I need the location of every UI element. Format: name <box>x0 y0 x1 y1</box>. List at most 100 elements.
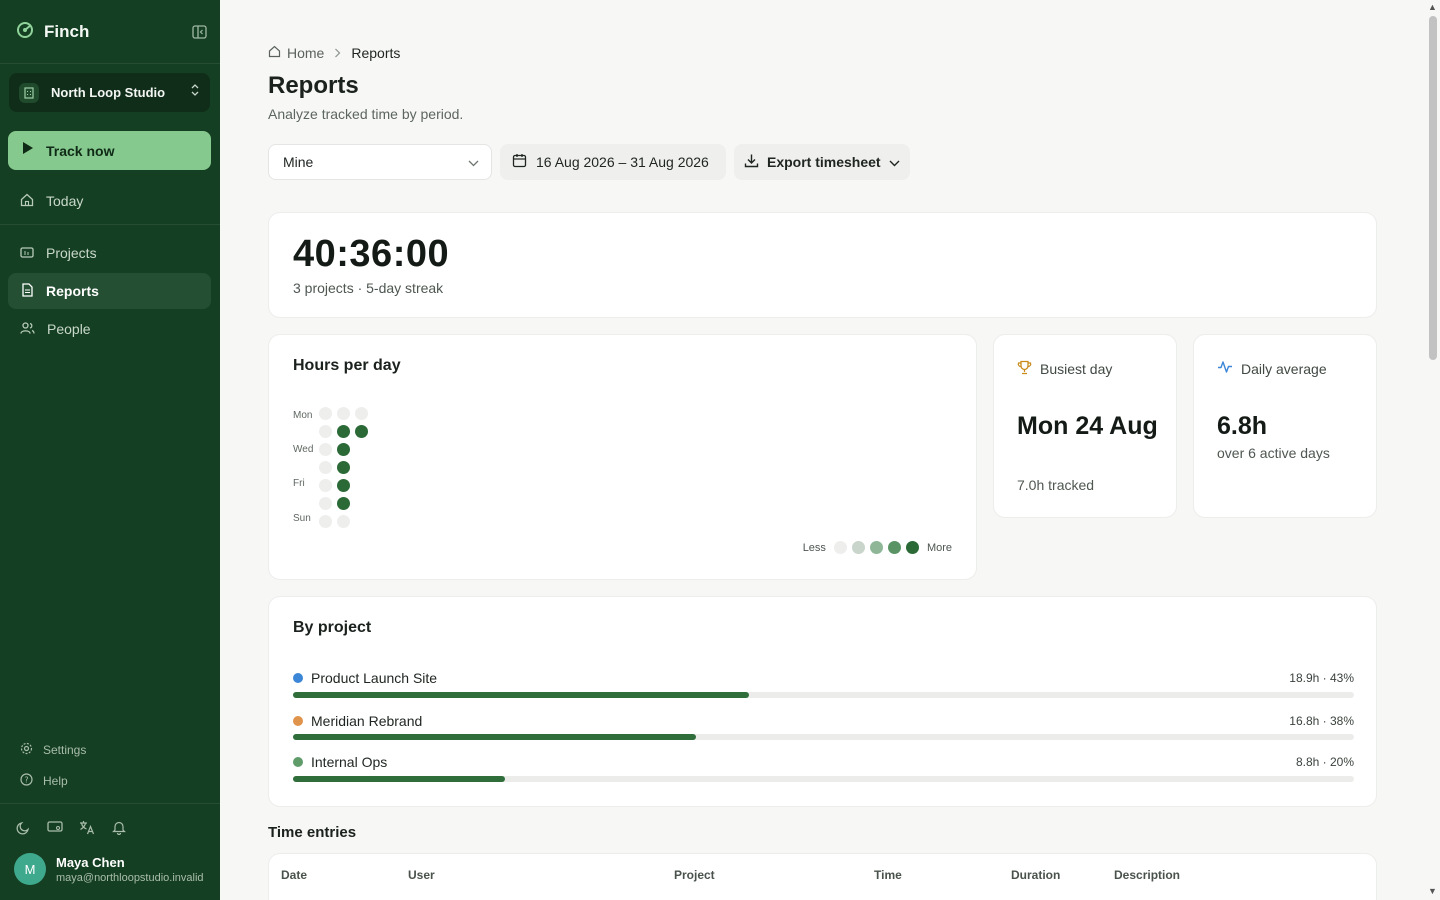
brand[interactable]: Finch <box>16 20 89 44</box>
workspace-name: North Loop Studio <box>51 85 166 100</box>
column-header-duration[interactable]: Duration <box>1011 868 1061 882</box>
column-header-user[interactable]: User <box>408 868 435 882</box>
scope-select-value: Mine <box>283 154 314 170</box>
trophy-icon <box>1017 360 1032 378</box>
column-header-description[interactable]: Description <box>1114 868 1181 882</box>
heatmap-cell[interactable] <box>319 479 332 492</box>
project-bar-fill <box>293 692 750 698</box>
help-icon: ? <box>20 773 33 789</box>
heatmap-cell[interactable] <box>355 407 368 420</box>
avatar: M <box>14 853 46 885</box>
user-profile[interactable]: M Maya Chen maya@northloopstudio.invalid <box>14 853 204 885</box>
track-now-button[interactable]: Track now <box>8 131 211 170</box>
breadcrumb-home[interactable]: Home <box>287 45 325 61</box>
report-icon <box>20 282 34 300</box>
project-color-dot <box>293 757 303 767</box>
heatmap-cell[interactable] <box>355 425 368 438</box>
total-time-card: 40:36:00 3 projects · 5-day streak <box>268 212 1377 318</box>
chevron-down-icon <box>468 154 479 170</box>
page-scrollbar[interactable]: ▲ ▼ <box>1426 0 1440 900</box>
column-header-date[interactable]: Date <box>281 868 308 882</box>
daily-average-label: Daily average <box>1241 360 1327 377</box>
finch-logo-icon <box>16 21 34 44</box>
project-label: Meridian Rebrand <box>311 713 423 729</box>
page-title: Reports <box>268 72 359 99</box>
quick-actions <box>14 818 128 836</box>
heatmap-cell[interactable] <box>319 425 332 438</box>
column-header-time[interactable]: Time <box>874 868 902 882</box>
divider <box>0 63 220 64</box>
building-icon <box>19 82 39 103</box>
nav-item-label: People <box>47 321 91 337</box>
daily-average-value: 6.8h <box>1217 412 1268 440</box>
activity-icon <box>1217 360 1233 377</box>
legend-swatch-2 <box>869 541 883 554</box>
scroll-down-arrow-icon[interactable]: ▼ <box>1428 886 1437 896</box>
heatmap-cell[interactable] <box>337 515 350 528</box>
daily-average-sub: over 6 active days <box>1217 445 1330 461</box>
project-label: Product Launch Site <box>311 670 438 686</box>
busiest-day-sub: 7.0h tracked <box>1017 477 1095 493</box>
daily-average-header: Daily average <box>1217 360 1327 377</box>
heatmap-cell[interactable] <box>337 497 350 510</box>
heatmap-cell[interactable] <box>337 479 350 492</box>
workspace-switcher[interactable]: North Loop Studio <box>9 73 210 112</box>
nav-item-today[interactable]: Today <box>8 183 211 219</box>
nav-item-reports[interactable]: Reports <box>8 273 211 309</box>
busiest-day-card: Busiest day Mon 24 Aug 7.0h tracked <box>993 334 1177 518</box>
nav-item-projects[interactable]: Projects <box>8 235 211 271</box>
legend-less: Less <box>802 541 826 554</box>
settings-link[interactable]: Settings <box>20 742 86 758</box>
collapse-sidebar-icon[interactable] <box>190 24 208 40</box>
home-icon <box>268 45 281 61</box>
project-name: Product Launch Site <box>293 670 437 686</box>
heatmap-cell[interactable] <box>319 443 332 456</box>
day-label-fri: Fri <box>293 478 305 489</box>
total-meta: 3 projects · 5-day streak <box>293 280 444 296</box>
date-range-label: 16 Aug 2026 – 31 Aug 2026 <box>536 154 709 170</box>
divider <box>0 803 220 804</box>
column-header-project[interactable]: Project <box>674 868 715 882</box>
app-name: Finch <box>44 22 90 41</box>
home-icon <box>20 193 34 210</box>
cast-icon[interactable] <box>46 818 64 836</box>
busiest-day-label: Busiest day <box>1040 361 1113 377</box>
export-timesheet-button[interactable]: Export timesheet <box>734 144 910 180</box>
heatmap-cell[interactable] <box>337 461 350 474</box>
scope-select[interactable]: Mine <box>268 144 492 180</box>
sidebar: Finch North Loop Studio Track now Today … <box>0 0 220 900</box>
project-color-dot <box>293 716 303 726</box>
date-range-button[interactable]: 16 Aug 2026 – 31 Aug 2026 <box>500 144 726 180</box>
chevron-down-icon <box>889 154 900 170</box>
heatmap-cell[interactable] <box>337 407 350 420</box>
user-info: Maya Chen maya@northloopstudio.invalid <box>56 855 204 884</box>
heatmap-cell[interactable] <box>319 497 332 510</box>
chevron-right-icon <box>330 45 345 61</box>
heatmap-cell[interactable] <box>337 425 350 438</box>
heatmap-cell[interactable] <box>319 515 332 528</box>
track-now-label: Track now <box>46 142 115 159</box>
bell-icon[interactable] <box>110 818 128 836</box>
heatmap-cell[interactable] <box>319 407 332 420</box>
day-label-sun: Sun <box>293 513 311 524</box>
breadcrumb: Home Reports <box>268 45 400 61</box>
scroll-thumb[interactable] <box>1429 16 1437 360</box>
user-name: Maya Chen <box>56 854 125 870</box>
daily-average-card: Daily average 6.8h over 6 active days <box>1193 334 1377 518</box>
project-bar-fill <box>293 776 506 782</box>
legend-swatch-4 <box>905 541 919 554</box>
project-value: 16.8h · 38% <box>1289 714 1354 728</box>
project-name: Meridian Rebrand <box>293 713 422 729</box>
heatmap-cell[interactable] <box>337 443 350 456</box>
moon-icon[interactable] <box>14 818 32 836</box>
folder-icon <box>20 245 34 262</box>
translate-icon[interactable] <box>78 818 96 836</box>
nav-item-people[interactable]: People <box>8 311 211 347</box>
heatmap-cell[interactable] <box>319 461 332 474</box>
busiest-day-header: Busiest day <box>1017 360 1112 378</box>
help-link[interactable]: ? Help <box>20 773 68 789</box>
scroll-up-arrow-icon[interactable]: ▲ <box>1428 2 1437 12</box>
total-time: 40:36:00 <box>293 233 450 275</box>
project-bar-track <box>293 734 1354 740</box>
project-value: 8.8h · 20% <box>1295 755 1354 769</box>
